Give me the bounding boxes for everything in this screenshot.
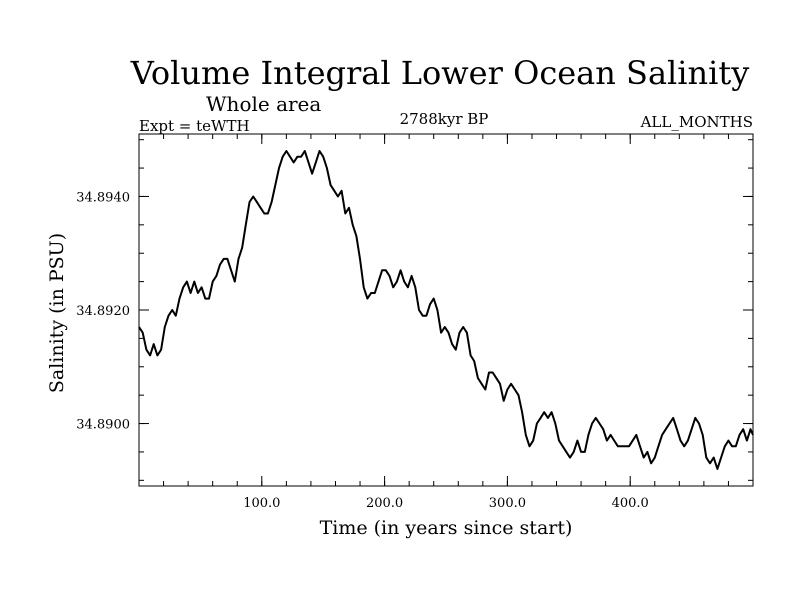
x-tick-label: 300.0 [489,496,526,511]
header-months: ALL_MONTHS [640,113,753,131]
x-tick-label: 100.0 [243,496,280,511]
ticks-layer: 100.0 200.0 300.0 400.0 34.8900 34.8920 34.894… [76,134,753,511]
plot-frame [138,133,754,487]
series-layer [138,150,754,470]
series-line-salinity [138,150,754,470]
y-tick-label: 34.8940 [76,190,130,205]
x-axis-label: Time (in years since start) [320,517,573,539]
x-tick-label: 200.0 [366,496,403,511]
x-tick-label: 400.0 [612,496,649,511]
header-period: 2788kyr BP [400,110,489,128]
chart-title: Volume Integral Lower Ocean Salinity [130,54,750,92]
chart-subtitle: Whole area [206,92,321,116]
y-axis-label: Salinity (in PSU) [46,233,68,393]
header-experiment: Expt = teWTH [139,117,250,135]
y-tick-label: 34.8900 [76,418,130,433]
y-tick-label: 34.8920 [76,304,130,319]
